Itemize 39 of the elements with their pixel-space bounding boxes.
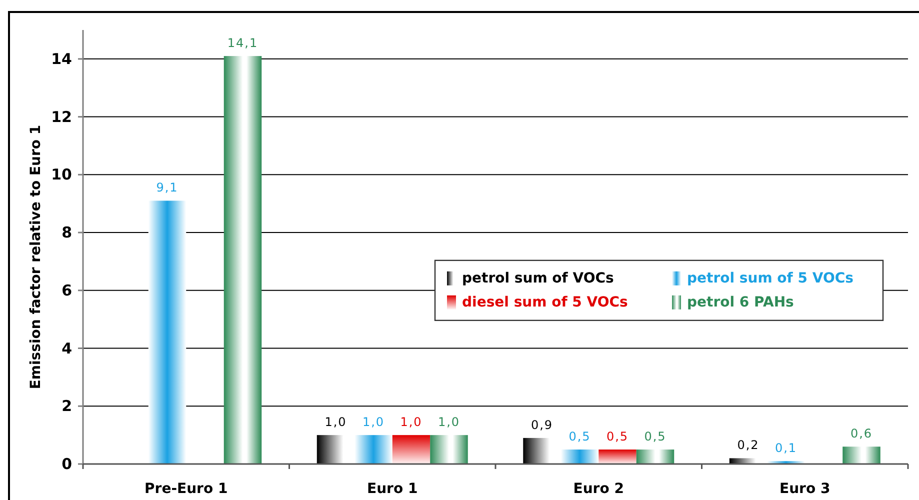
- bar: [636, 450, 674, 464]
- bar: [842, 446, 880, 464]
- data-label: 0,1: [774, 441, 798, 456]
- y-axis-title: Emission factor relative to Euro 1: [28, 124, 44, 390]
- data-label: 1,0: [400, 415, 422, 430]
- data-label: 9,1: [156, 180, 178, 195]
- legend-label: petrol sum of 5 VOCs: [687, 270, 854, 286]
- y-tick-label: 2: [62, 397, 72, 416]
- y-tick-label: 8: [62, 224, 72, 242]
- data-label: 0,9: [530, 418, 554, 432]
- y-tick-label: 0: [62, 455, 72, 473]
- data-label: 0,6: [850, 426, 873, 441]
- data-label: 1,0: [362, 415, 385, 430]
- bar: [430, 435, 468, 464]
- y-tick-label: 12: [51, 108, 72, 126]
- x-tick-label: Euro 1: [367, 481, 418, 497]
- y-tick-label: 10: [51, 166, 72, 184]
- data-label: 1,0: [324, 415, 347, 430]
- bar: [354, 435, 392, 464]
- bar: [598, 450, 636, 464]
- y-tick-label: 6: [62, 281, 72, 300]
- data-label: 0,5: [568, 430, 591, 444]
- legend-label: diesel sum of 5 VOCs: [462, 294, 628, 310]
- x-tick-label: Pre-Euro 1: [144, 481, 228, 497]
- legend-label: petrol sum of VOCs: [462, 270, 614, 286]
- bar: [392, 435, 430, 464]
- data-label: 0,5: [606, 430, 629, 444]
- x-tick-label: Euro 3: [780, 481, 830, 497]
- data-label: 0,5: [644, 430, 666, 444]
- bar: [224, 56, 262, 464]
- y-tick-label: 14: [51, 50, 72, 68]
- data-label: 0,2: [737, 438, 760, 452]
- data-label: 14,1: [227, 36, 258, 50]
- legend-label: petrol 6 PAHs: [687, 294, 794, 310]
- x-tick-label: Euro 2: [573, 481, 624, 497]
- data-label: 1,0: [438, 415, 460, 430]
- bar: [560, 450, 599, 464]
- bar: [148, 200, 186, 464]
- y-tick-label: 4: [62, 339, 72, 358]
